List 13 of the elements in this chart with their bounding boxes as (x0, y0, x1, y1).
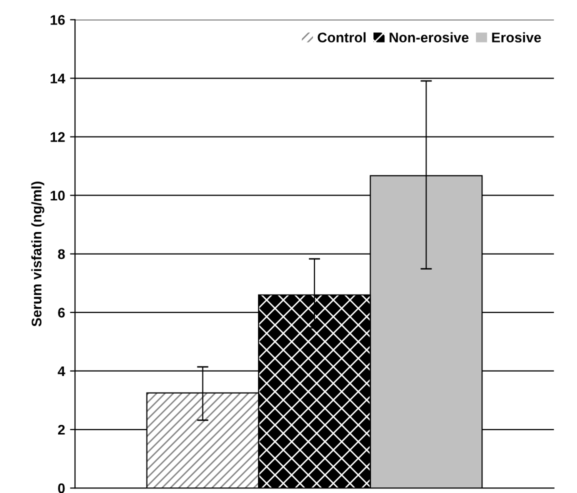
y-tick-label: 8 (58, 249, 65, 260)
y-tick-label: 6 (58, 308, 65, 318)
y-tick-label: 16 (50, 15, 65, 25)
y-tick-label: 12 (50, 132, 65, 142)
y-axis-title: Serum visfatin (ng/ml) (31, 182, 44, 326)
y-tick-label: 2 (58, 424, 65, 435)
y-tick-label: 0 (58, 483, 65, 493)
legend-label: Erosive (492, 32, 541, 42)
y-tick-label: 10 (50, 190, 65, 201)
legend-label: Control (318, 32, 366, 42)
legend-label: Non-erosive (390, 32, 469, 42)
y-tick-label: 14 (50, 74, 66, 84)
y-tick-label: 4 (58, 366, 66, 376)
